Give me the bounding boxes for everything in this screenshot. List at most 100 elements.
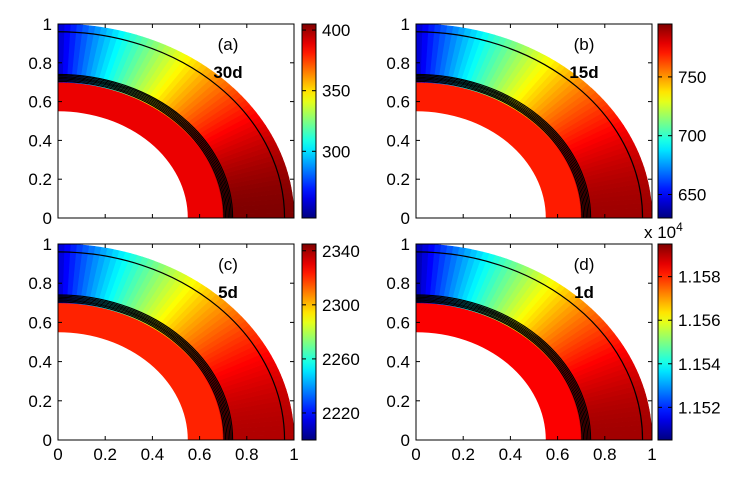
colorbar-tick-label: 2300 — [322, 296, 360, 315]
boundary-contour — [58, 75, 232, 218]
colorbar — [301, 23, 317, 219]
y-tick-label: 0.6 — [386, 93, 410, 112]
boundary-contour — [58, 77, 229, 218]
colorbar-tick-label: 1.152 — [678, 398, 721, 417]
y-tick-label: 0.2 — [386, 170, 410, 189]
y-tick-label: 0.4 — [386, 353, 410, 372]
boundary-contour — [58, 76, 231, 218]
y-tick-label: 0 — [43, 431, 52, 450]
colorbar-tick-label: 650 — [678, 185, 706, 204]
field — [58, 24, 294, 218]
boundary-contour — [416, 294, 592, 440]
axes-frame — [57, 23, 295, 219]
colorbar-tick-label: 300 — [322, 142, 350, 161]
y-tick-label: 0 — [401, 209, 410, 228]
axes-frame — [57, 243, 295, 441]
boundary-contour — [416, 300, 585, 440]
boundary-contour — [416, 296, 589, 440]
y-tick-label: 0.4 — [28, 131, 52, 150]
boundary-contour — [416, 301, 583, 440]
surface-contour — [58, 251, 286, 440]
boundary-contour — [58, 80, 225, 218]
panel-label: (b) — [574, 35, 595, 54]
x-tick-label: 0.8 — [235, 445, 259, 464]
shell-sector — [58, 244, 65, 304]
boundary-contour — [58, 78, 228, 218]
boundary-contour — [416, 299, 586, 440]
boundary-contour — [416, 73, 592, 218]
core-ring — [416, 82, 582, 218]
y-tick-label: 0.2 — [28, 392, 52, 411]
colorbar-multiplier: x 104 — [644, 220, 683, 242]
y-tick-label: 0.8 — [28, 274, 52, 293]
boundary-contour — [416, 297, 587, 440]
boundary-contour — [416, 75, 590, 218]
y-tick-label: 0.8 — [28, 54, 52, 73]
shell-sector — [58, 24, 65, 83]
y-tick-label: 1 — [401, 235, 410, 254]
boundary-contour — [58, 73, 234, 218]
x-tick-label: 0 — [411, 445, 420, 464]
panel-c: 0 0.2 0.4 0.6 0.8 1 0 0.2 0.4 0.6 0.8 1 (c) 5d 2220 226… — [28, 235, 359, 464]
panel-label: (c) — [218, 255, 238, 274]
y-tick-label: 0.4 — [28, 353, 52, 372]
y-tick-label: 0.6 — [386, 313, 410, 332]
x-tick-label: 0.8 — [593, 445, 617, 464]
y-tick-label: 0.8 — [386, 54, 410, 73]
colorbar-tick-label: 1.156 — [678, 311, 721, 330]
y-tick-label: 0.8 — [386, 274, 410, 293]
surface-contour — [58, 31, 286, 218]
panel-label: (d) — [574, 255, 595, 274]
colorbar — [657, 243, 673, 441]
colorbar-tick-label: 400 — [322, 21, 350, 40]
x-tick-label: 0.2 — [451, 445, 475, 464]
boundary-contour — [58, 300, 227, 440]
x-tick-label: 0.4 — [499, 445, 523, 464]
y-tick-label: 0.6 — [28, 93, 52, 112]
x-tick-label: 1 — [647, 445, 656, 464]
y-tick-label: 0 — [401, 431, 410, 450]
colorbar-tick-label: 2340 — [322, 242, 360, 261]
y-tick-label: 0 — [43, 209, 52, 228]
boundary-contour — [416, 78, 586, 218]
colorbar-tick-label: 750 — [678, 68, 706, 87]
x-tick-label: 0 — [53, 445, 62, 464]
colorbar-tick-label: 2260 — [322, 350, 360, 369]
colorbar — [301, 243, 317, 441]
period-label: 15d — [569, 63, 598, 82]
core-ring — [416, 302, 582, 440]
x-tick-label: 0.6 — [546, 445, 570, 464]
boundary-contour — [416, 79, 585, 218]
boundary-contour — [58, 294, 234, 440]
boundary-contour — [58, 79, 227, 218]
shell-sector — [416, 244, 423, 304]
x-tick-label: 0.6 — [188, 445, 212, 464]
panel-label: (a) — [218, 35, 239, 54]
boundary-contour — [58, 299, 228, 440]
period-label: 30d — [213, 63, 242, 82]
colorbar-tick-label: 1.154 — [678, 355, 721, 374]
boundary-contour — [416, 76, 589, 218]
boundary-contour — [58, 296, 231, 440]
colorbar — [657, 23, 673, 219]
boundary-contour — [58, 301, 225, 440]
field — [58, 244, 294, 440]
boundary-contour — [416, 295, 590, 440]
colorbar-tick-label: 700 — [678, 127, 706, 146]
y-tick-label: 1 — [43, 15, 52, 34]
y-tick-label: 1 — [43, 235, 52, 254]
y-tick-label: 0.2 — [28, 170, 52, 189]
x-tick-label: 0.4 — [141, 445, 165, 464]
panel-a: 0 0.2 0.4 0.6 0.8 1 (a) 30d 300 350 400 — [28, 15, 350, 228]
x-tick-label: 0.2 — [93, 445, 117, 464]
field — [416, 244, 652, 440]
y-tick-label: 0.2 — [386, 392, 410, 411]
y-tick-label: 0.4 — [386, 131, 410, 150]
boundary-contour — [416, 77, 587, 218]
core-ring — [58, 82, 224, 218]
axes-frame — [415, 243, 653, 441]
period-label: 1d — [574, 283, 594, 302]
axes-frame — [415, 23, 653, 219]
y-tick-label: 1 — [401, 15, 410, 34]
